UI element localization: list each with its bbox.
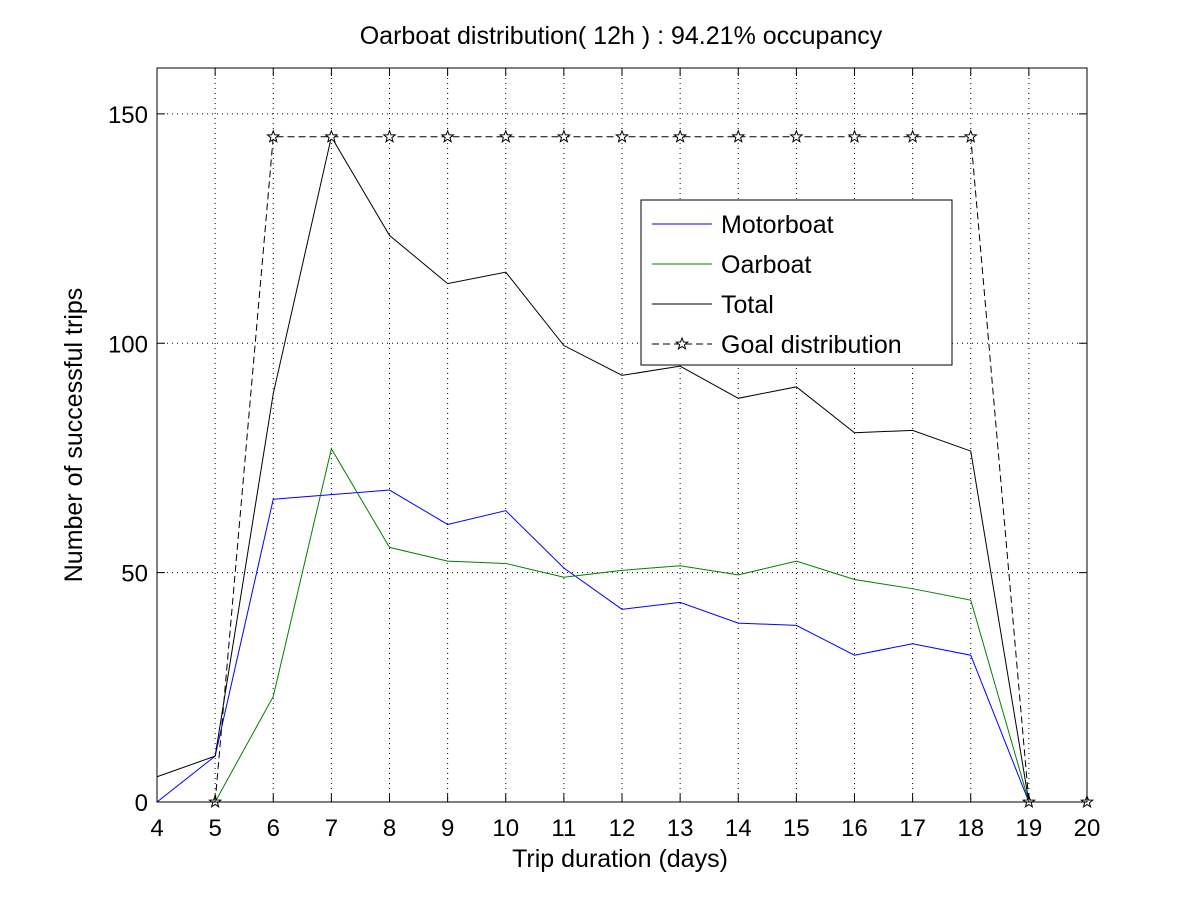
legend-label-goal-distribution: Goal distribution: [721, 331, 902, 359]
x-tick-label: 19: [1016, 815, 1043, 842]
series-goal-distribution-point: [556, 129, 571, 143]
series-goal-distribution-point: [498, 129, 513, 143]
y-tick-label: 0: [135, 790, 148, 817]
series-goal-distribution-point: [905, 129, 920, 143]
y-axis-title: Number of successful trips: [60, 288, 88, 583]
x-tick-label: 7: [325, 815, 338, 842]
series-goal-distribution-point: [673, 129, 688, 143]
series-goal-distribution-point: [847, 129, 862, 143]
x-tick-label: 14: [725, 815, 752, 842]
series-goal-distribution-point: [266, 129, 281, 143]
x-tick-label: 18: [957, 815, 984, 842]
series-layer: [156, 129, 1095, 809]
chart-title: Oarboat distribution( 12h ) : 94.21% occ…: [360, 22, 883, 50]
legend-entries: Motorboat Oarboat Total Goal distribution: [652, 211, 902, 359]
x-tick-label: 17: [899, 815, 926, 842]
x-axis-title: Trip duration (days): [512, 845, 728, 873]
ticks: [156, 68, 1088, 803]
series-goal-distribution-point: [963, 129, 978, 143]
series-goal-distribution-point: [731, 129, 746, 143]
x-tick-label: 20: [1074, 815, 1101, 842]
legend-label-motorboat: Motorboat: [721, 211, 834, 239]
x-tick-label: 15: [783, 815, 810, 842]
y-tick-label: 150: [108, 102, 148, 129]
x-tick-label: 13: [667, 815, 694, 842]
series-goal-distribution-point: [324, 129, 339, 143]
series-goal-distribution-line: [214, 136, 1087, 803]
y-tick-labels: 0 50 100 150: [108, 102, 148, 817]
legend-label-total: Total: [721, 291, 774, 319]
series-oarboat-line: [157, 447, 1030, 803]
legend-marker-goal-distribution: [674, 336, 690, 351]
series-goal-distribution-point: [382, 129, 397, 143]
x-tick-label: 6: [267, 815, 280, 842]
y-tick-label: 50: [121, 561, 148, 588]
series-motorboat-line: [156, 489, 1030, 803]
series-goal-distribution-point: [789, 129, 804, 143]
x-tick-label: 12: [609, 815, 636, 842]
x-tick-label: 9: [441, 815, 454, 842]
series-goal-distribution-point: [614, 129, 630, 143]
series-goal-distribution-point: [440, 129, 455, 143]
x-tick-label: 16: [841, 815, 868, 842]
plot-background: [157, 68, 1087, 802]
legend-label-oarboat: Oarboat: [721, 251, 811, 279]
series-total-line: [156, 135, 1030, 803]
x-tick-label: 4: [150, 815, 163, 842]
legend: Motorboat Oarboat Total Goal distribution: [640, 199, 953, 366]
plot-area: [156, 67, 1095, 809]
x-tick-label: 10: [492, 815, 519, 842]
legend-box: [640, 199, 953, 366]
x-tick-label: 8: [383, 815, 396, 842]
y-tick-label: 100: [108, 331, 148, 358]
x-tick-labels: 4 5 6 7 8 9 10 11 12 13 14 15 16 17 18 19 20: [150, 815, 1100, 842]
x-tick-label: 5: [208, 815, 221, 842]
x-tick-label: 11: [551, 815, 576, 842]
